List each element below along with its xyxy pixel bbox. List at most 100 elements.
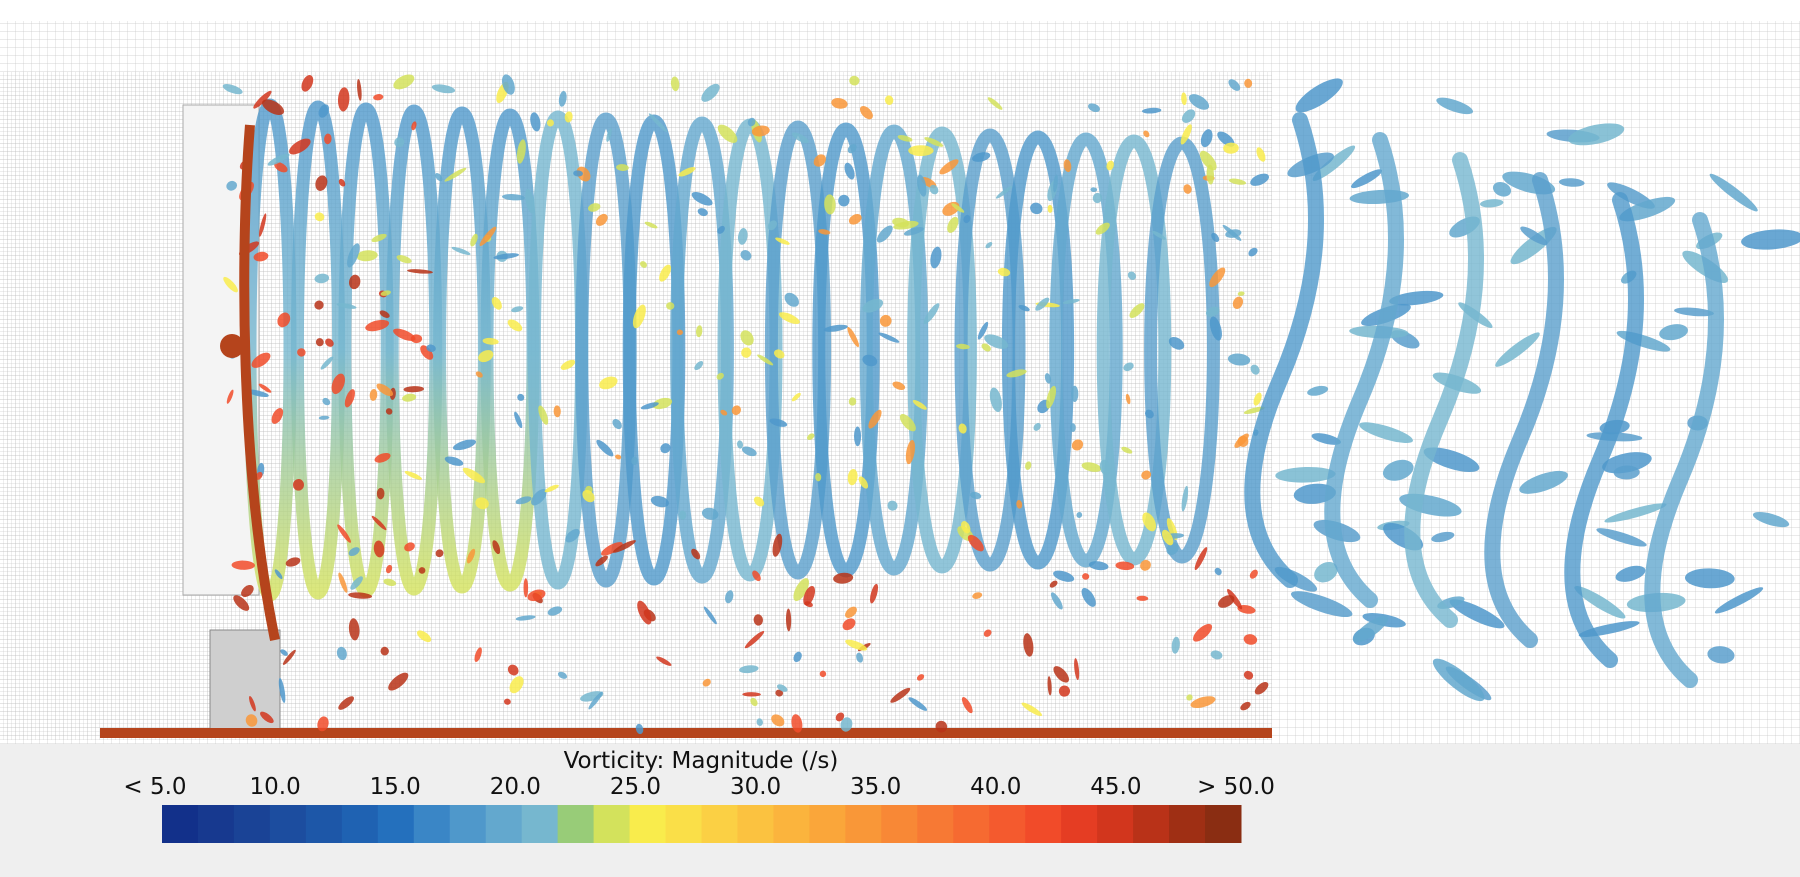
vortex-fragment — [632, 304, 646, 329]
blade — [239, 124, 280, 642]
vortex-fragment — [314, 300, 324, 310]
vortex-fragment — [1752, 511, 1790, 528]
vortex-fragment — [771, 714, 785, 727]
vortex-fragment — [394, 137, 405, 148]
vortex-fragment — [847, 326, 859, 348]
vortex-fragment — [1047, 676, 1052, 696]
vortex-fragment — [717, 124, 738, 143]
vortex-fragment — [1243, 406, 1265, 415]
vortex-fragment — [697, 208, 708, 217]
vortex-fragment — [695, 325, 703, 338]
vortex-fragment — [615, 454, 622, 460]
vortex-fragment — [338, 178, 346, 187]
vortex-fragment — [1520, 226, 1548, 246]
wake-vortex — [1564, 192, 1644, 668]
vortex-fragment — [1210, 650, 1223, 660]
helical-vortex — [812, 122, 880, 578]
vortex-fragment — [470, 233, 478, 247]
vortex-fragment — [1707, 646, 1735, 664]
color-swatch — [737, 805, 774, 843]
vortex-fragment — [1023, 633, 1034, 657]
vortex-fragment — [1307, 385, 1329, 396]
vortex-fragment — [1432, 658, 1485, 702]
vortex-fragment — [338, 696, 354, 710]
vortex-fragment — [793, 651, 802, 663]
color-swatch — [665, 805, 702, 843]
vortex-fragment — [325, 338, 334, 347]
vortex-fragment — [1044, 373, 1052, 384]
vortex-fragment — [1070, 423, 1076, 432]
vortex-fragment — [515, 615, 536, 621]
vortex-fragment — [961, 521, 971, 534]
vortex-fragment — [1709, 173, 1758, 212]
vortex-fragment — [426, 344, 436, 352]
ground-wake — [100, 728, 1272, 738]
color-swatch — [162, 805, 199, 843]
vortex-fragment — [223, 276, 238, 293]
vortex-fragment — [847, 144, 857, 154]
vortex-fragment — [1047, 204, 1053, 213]
vortex-fragment — [1058, 685, 1071, 697]
vortex-fragment — [767, 220, 777, 231]
vortex-fragment — [676, 329, 683, 336]
vortex-fragment — [879, 314, 892, 327]
vortex-fragment — [717, 225, 725, 234]
vortex-fragment — [349, 274, 361, 290]
vortex-fragment — [573, 170, 583, 177]
vortex-fragment — [1295, 78, 1343, 113]
vortex-fragment — [1223, 142, 1239, 154]
vortex-fragment — [1082, 573, 1090, 580]
vortex-fragment — [1602, 452, 1652, 474]
vortex-fragment — [1254, 681, 1269, 695]
vortex-fragment — [1186, 694, 1193, 701]
vortex-fragment — [1050, 592, 1063, 610]
vortex-fragment — [908, 697, 928, 711]
vortex-fragment — [369, 389, 378, 401]
vortex-fragment — [1250, 173, 1269, 186]
vortex-fragment — [838, 194, 850, 207]
vortex-fragment — [824, 194, 836, 215]
vortex-fragment — [958, 423, 967, 434]
vortex-fragment — [912, 400, 927, 410]
vortex-fragment — [648, 113, 667, 133]
vortex-fragment — [462, 467, 486, 484]
vortex-fragment — [411, 121, 417, 131]
helical-vortex — [1001, 130, 1075, 570]
vortex-fragment — [282, 649, 296, 665]
vortex-fragment — [1240, 701, 1251, 711]
color-swatch — [1133, 805, 1170, 843]
vortex-fragment — [371, 515, 387, 531]
vortex-fragment — [637, 600, 652, 625]
vortex-fragment — [656, 656, 672, 666]
vortex-fragment — [253, 251, 269, 262]
vortex-fragment — [1062, 298, 1080, 305]
vortex-fragment — [348, 592, 373, 599]
vortex-fragment — [1049, 580, 1058, 588]
vortex-fragment — [1228, 79, 1241, 91]
vortex-fragment — [1619, 196, 1676, 222]
vortex-fragment — [1106, 160, 1114, 171]
vortex-fragment — [404, 470, 422, 480]
color-swatch — [521, 805, 559, 843]
vortex-fragment — [1436, 97, 1474, 115]
vortex-fragment — [502, 194, 525, 201]
vortex-fragment — [402, 393, 417, 402]
vortex-fragment — [527, 589, 546, 602]
vortex-fragment — [833, 572, 854, 584]
vortex-fragment — [840, 717, 853, 732]
vortex-fragment — [451, 246, 471, 255]
vortex-fragment — [1218, 595, 1235, 608]
vortex-fragment — [1180, 124, 1192, 145]
vortex-fragment — [1519, 470, 1568, 494]
color-swatch — [1061, 805, 1098, 843]
vortex-tubes — [220, 74, 1800, 735]
color-swatch — [1169, 805, 1206, 843]
vortex-fragment — [903, 227, 924, 236]
vortex-fragment — [1389, 290, 1444, 306]
vortex-fragment — [694, 360, 704, 371]
vortex-fragment — [444, 456, 464, 466]
helical-vortex — [1049, 132, 1123, 568]
vortex-fragment — [844, 162, 855, 180]
vortex-fragment — [557, 671, 568, 679]
vortex-fragment — [1237, 435, 1249, 447]
